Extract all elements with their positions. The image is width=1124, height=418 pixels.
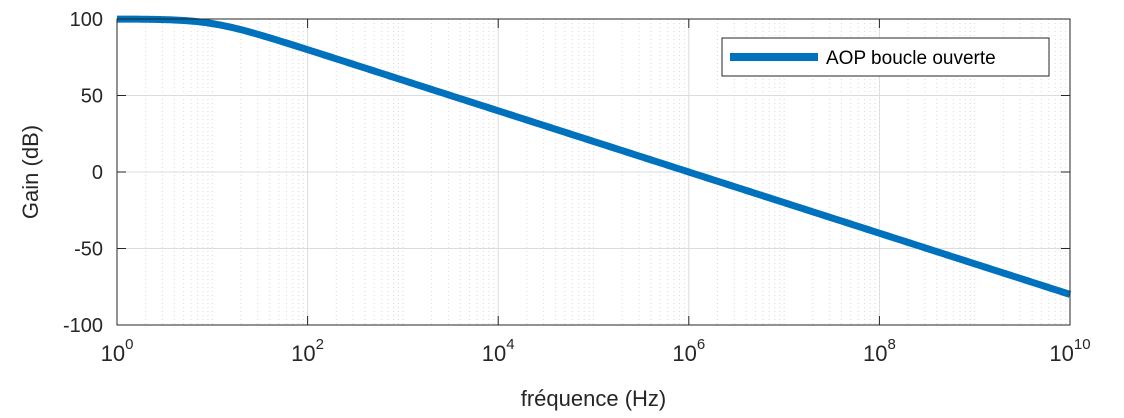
y-tick-label: -100 (63, 315, 103, 337)
x-tick-label: 106 (672, 336, 705, 366)
x-tick-labels: 100 102 104 106 108 1010 (101, 336, 1091, 366)
legend-label: AOP boucle ouverte (826, 48, 996, 69)
series-layer (115, 15, 1072, 298)
x-tick-label: 108 (863, 336, 896, 366)
y-tick-label: 0 (92, 162, 103, 184)
x-axis-title: fréquence (Hz) (521, 386, 667, 411)
x-tick-label: 100 (101, 336, 134, 366)
major-grid (117, 19, 1070, 325)
y-tick-labels: 100 50 0 -50 -100 (63, 9, 103, 337)
x-tick-label: 104 (482, 336, 515, 366)
y-tick-label: 50 (81, 86, 103, 108)
y-tick-label: 100 (70, 9, 103, 31)
ticks-layer (116, 18, 1071, 326)
series-line-aop-boucle-ouverte (115, 15, 1072, 298)
legend: AOP boucle ouverte (721, 37, 1050, 77)
x-tick-label: 102 (291, 336, 324, 366)
x-tick-label: 1010 (1049, 336, 1090, 366)
y-axis-title: Gain (dB) (18, 125, 43, 219)
y-tick-label: -50 (74, 239, 103, 261)
